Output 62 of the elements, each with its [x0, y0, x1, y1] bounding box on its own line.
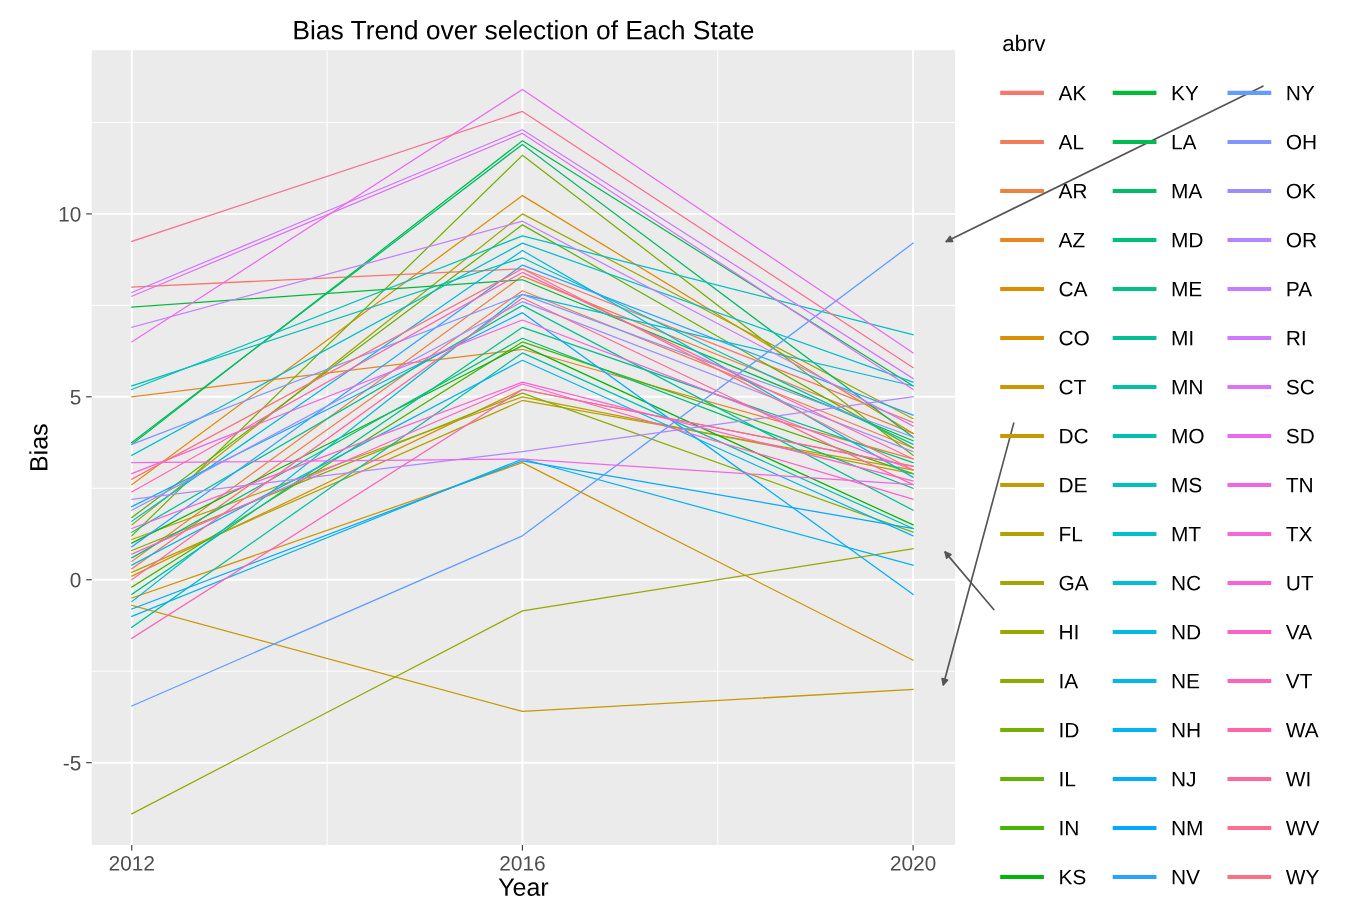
legend-label: OH	[1286, 134, 1316, 150]
legend-label: OR	[1286, 232, 1317, 248]
legend-label: CT	[1059, 379, 1086, 395]
legend-label: KS	[1060, 869, 1086, 885]
legend-title: abrv	[1003, 34, 1046, 52]
legend-label: DC	[1060, 428, 1088, 444]
legend-label: IL	[1060, 771, 1076, 787]
legend-label: DE	[1060, 477, 1087, 493]
legend-label: TX	[1286, 526, 1313, 542]
y-tick-label: -5	[63, 755, 81, 771]
legend-label: WY	[1285, 869, 1319, 885]
y-axis-title: Bias	[29, 424, 48, 470]
legend-label: ND	[1172, 624, 1201, 640]
legend-label: CO	[1059, 330, 1089, 346]
legend-label: MN	[1172, 379, 1202, 395]
legend-label: VA	[1285, 624, 1313, 640]
legend-label: NC	[1172, 575, 1201, 591]
legend-label: NH	[1172, 722, 1200, 738]
y-tick-label: 10	[59, 206, 81, 222]
legend-label: IA	[1060, 673, 1079, 689]
legend-label: NY	[1287, 85, 1315, 101]
legend-label: CA	[1059, 281, 1088, 297]
legend-label: FL	[1060, 526, 1083, 542]
legend-label: IN	[1060, 820, 1078, 836]
legend-label: NE	[1172, 673, 1200, 689]
legend-label: NV	[1172, 869, 1200, 885]
legend-label: ME	[1172, 281, 1202, 297]
legend-label: SC	[1286, 379, 1314, 395]
legend-label: VT	[1285, 673, 1312, 689]
chart-title: Bias Trend over selection of Each State	[294, 20, 754, 40]
legend-label: WV	[1285, 820, 1320, 836]
legend-label: MA	[1172, 183, 1203, 199]
legend-label: NJ	[1172, 771, 1195, 787]
x-axis-title: Year	[498, 878, 549, 896]
legend-label: SD	[1286, 428, 1314, 444]
legend-label: MD	[1172, 232, 1203, 248]
legend-label: WI	[1285, 771, 1310, 787]
x-tick-label: 2020	[890, 855, 936, 871]
legend-label: GA	[1059, 575, 1089, 591]
y-tick-label: 0	[70, 572, 81, 588]
x-tick-label: 2016	[500, 855, 545, 871]
legend-label: ID	[1060, 722, 1079, 738]
legend-label: MT	[1172, 526, 1201, 542]
legend-label: PA	[1287, 281, 1313, 297]
legend-label: RI	[1287, 330, 1305, 346]
legend-label: WA	[1285, 722, 1319, 738]
legend-label: NM	[1172, 820, 1202, 836]
y-tick-label: 5	[70, 390, 81, 405]
x-tick-label: 2012	[109, 855, 154, 871]
legend-label: MS	[1172, 477, 1202, 493]
legend-label: AK	[1058, 85, 1087, 101]
legend-label: LA	[1172, 134, 1197, 150]
legend-label: MI	[1172, 330, 1193, 346]
legend-label: AZ	[1058, 232, 1085, 248]
legend-label: TN	[1286, 477, 1312, 493]
legend-label: MO	[1172, 428, 1204, 444]
legend-label: AL	[1058, 134, 1084, 150]
legend-label: HI	[1060, 624, 1078, 640]
legend-label: OK	[1286, 183, 1316, 199]
legend-label: KY	[1172, 85, 1199, 101]
legend-label: AR	[1058, 183, 1087, 199]
legend-label: UT	[1287, 575, 1314, 591]
